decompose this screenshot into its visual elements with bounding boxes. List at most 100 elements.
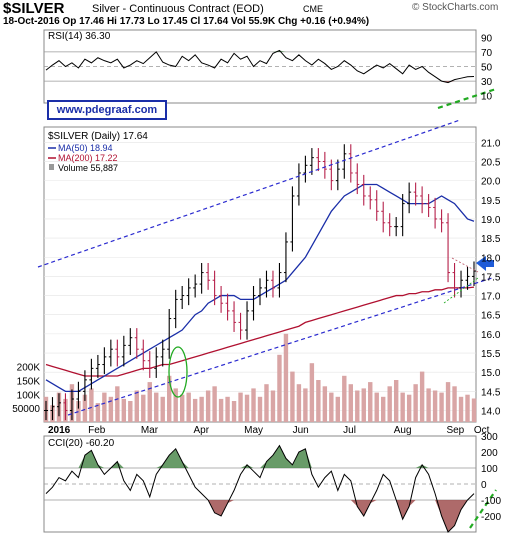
x-axis-label: Sep	[446, 425, 464, 436]
volume-bar	[134, 390, 139, 422]
volume-bar	[316, 380, 321, 422]
volume-bar	[348, 384, 353, 422]
volume-bar	[381, 396, 386, 422]
ma50-legend: MA(50) 18.94	[58, 143, 113, 153]
volume-bar	[244, 394, 250, 422]
volume-bar	[173, 388, 178, 422]
volume-bar	[393, 380, 399, 422]
url-label[interactable]: www.pdegraaf.com	[56, 104, 158, 116]
volume-bar	[419, 371, 425, 422]
volume-bar	[465, 394, 470, 422]
price-tick: 14.0	[481, 407, 501, 418]
volume-bar	[445, 382, 451, 422]
price-tick: 15.5	[481, 349, 501, 360]
x-axis-label: Feb	[88, 425, 106, 436]
volume-bar	[225, 396, 230, 422]
volume-bar	[342, 375, 347, 422]
rsi-tick: 30	[481, 77, 493, 88]
volume-bar	[257, 396, 263, 422]
cci-tick: -100	[481, 496, 501, 507]
rsi-green-trendline	[437, 87, 497, 110]
rsi-tick: 90	[481, 33, 493, 44]
price-tick: 21.0	[481, 138, 501, 149]
volume-bar	[251, 388, 256, 422]
volume-bar	[95, 403, 101, 422]
brand-label: © StockCharts.com	[412, 2, 499, 13]
price-tick: 16.5	[481, 311, 501, 322]
price-tick: 20.5	[481, 157, 501, 168]
price-tick: 17.0	[481, 292, 501, 303]
volume-bar	[283, 333, 289, 422]
x-axis-label: 2016	[48, 425, 71, 436]
volume-bar	[212, 386, 217, 422]
cci-tick: 300	[481, 432, 498, 443]
price-tick: 20.0	[481, 177, 501, 188]
volume-bar	[141, 394, 146, 422]
volume-bar	[102, 392, 107, 422]
cci-legend: CCI(20) -60.20	[48, 438, 115, 449]
rsi-tick: 50	[481, 63, 493, 74]
exchange-label: CME	[303, 4, 323, 14]
volume-bar	[270, 390, 276, 422]
x-axis-label: Jun	[293, 425, 309, 436]
volume-bar	[303, 388, 308, 422]
blue-arrow-icon	[476, 256, 494, 271]
volume-tick: 50000	[12, 404, 40, 415]
x-axis-label: Mar	[141, 425, 159, 436]
volume-bar	[179, 394, 185, 422]
volume-tick: 200K	[17, 363, 41, 374]
volume-bar	[108, 396, 114, 422]
price-tick: 15.0	[481, 368, 501, 379]
cci-green-trendline	[469, 489, 497, 529]
x-axis-label: Jul	[343, 425, 356, 436]
volume-bar	[458, 396, 464, 422]
lower-trend-channel	[67, 277, 493, 416]
volume-bar	[115, 386, 120, 422]
price-tick: 16.0	[481, 330, 501, 341]
cci-positive-fill	[46, 445, 474, 468]
volume-bar	[406, 394, 412, 422]
ma200-line	[45, 286, 475, 377]
volume-bar	[82, 394, 88, 422]
highlight-ellipse	[168, 346, 188, 398]
volume-bar	[160, 396, 165, 422]
volume-tick: 100K	[17, 390, 41, 401]
url-box[interactable]: www.pdegraaf.com	[47, 100, 167, 120]
volume-bar	[335, 396, 341, 422]
cci-line	[45, 444, 475, 533]
volume-bar	[264, 384, 269, 422]
chart-symbol: $SILVER	[3, 0, 65, 17]
price-tick: 17.5	[481, 272, 501, 283]
x-axis-label: May	[244, 425, 263, 436]
volume-bar	[374, 392, 379, 422]
volume-bar	[238, 392, 243, 422]
volume-bar	[296, 384, 302, 422]
volume-bar	[218, 398, 224, 422]
pennant-upper	[451, 257, 479, 273]
volume-legend: Volume 55,887	[58, 163, 118, 173]
price-panel	[43, 126, 477, 423]
rsi-legend: RSI(14) 36.30	[48, 31, 111, 42]
volume-bar	[432, 390, 438, 422]
cci-negative-fill	[46, 500, 474, 532]
volume-bar	[199, 396, 204, 422]
volume-bar	[147, 382, 152, 422]
volume-bar	[205, 390, 211, 422]
volume-bar	[290, 371, 295, 422]
volume-bar	[400, 392, 405, 422]
volume-bar	[361, 388, 366, 422]
price-tick: 14.5	[481, 387, 501, 398]
cci-tick: -200	[481, 512, 501, 523]
cci-tick: 200	[481, 448, 498, 459]
x-axis-label: Oct	[474, 425, 490, 436]
price-title: $SILVER (Daily) 17.64	[48, 131, 148, 142]
volume-bar	[387, 386, 392, 422]
volume-bar	[471, 398, 477, 422]
x-axis-label: Apr	[194, 425, 210, 436]
volume-bar	[322, 386, 328, 422]
volume-swatch	[49, 164, 54, 170]
volume-bar	[167, 375, 172, 422]
cci-tick: 100	[481, 464, 498, 475]
volume-bar	[154, 392, 159, 422]
